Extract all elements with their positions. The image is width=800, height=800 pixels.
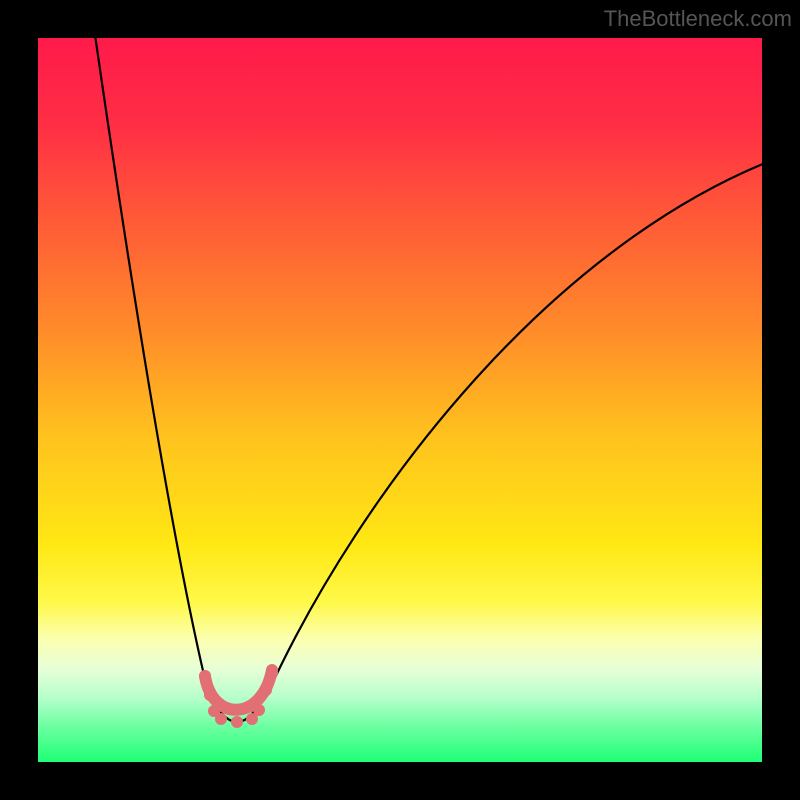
marker-dot: [204, 689, 216, 701]
watermark-text: TheBottleneck.com: [604, 6, 792, 32]
chart-container: TheBottleneck.com: [0, 0, 800, 800]
marker-dot: [266, 667, 278, 679]
marker-dot: [231, 716, 243, 728]
marker-dot: [260, 684, 272, 696]
marker-dot: [215, 713, 227, 725]
left-curve: [90, 0, 210, 700]
right-curve: [266, 150, 800, 697]
marker-dot: [199, 670, 211, 682]
marker-dot: [253, 704, 265, 716]
curve-layer: [0, 0, 800, 800]
